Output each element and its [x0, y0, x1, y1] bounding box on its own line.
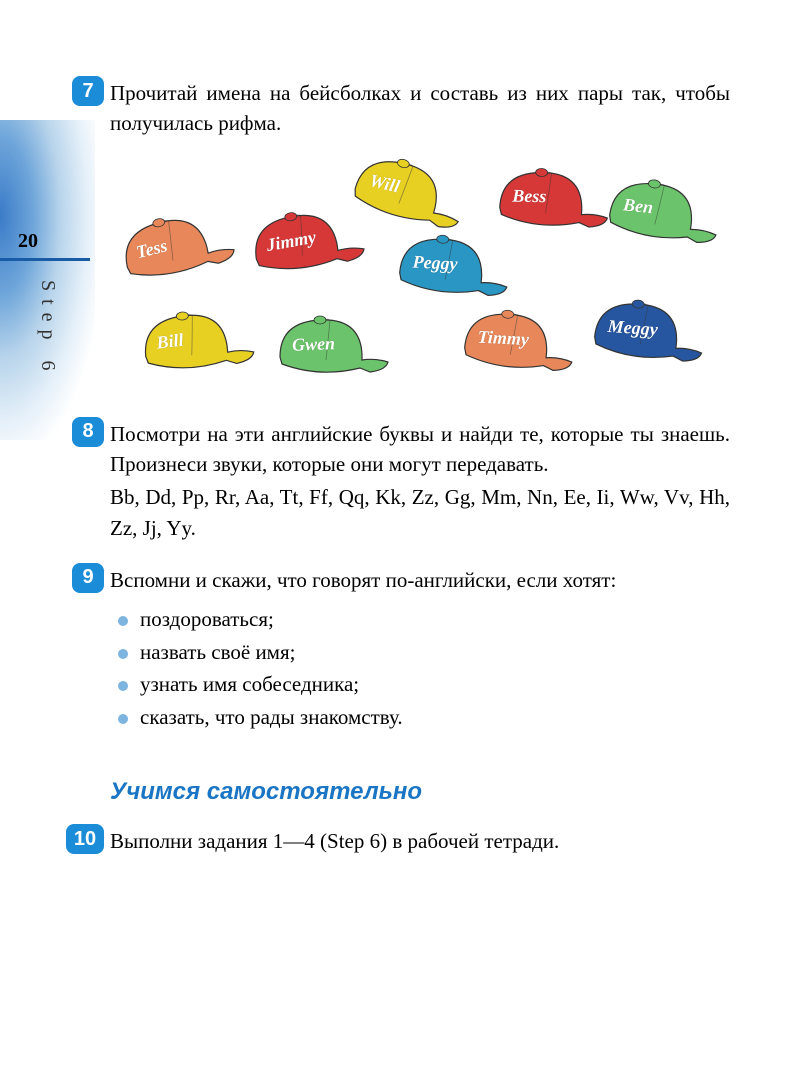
cap-label: Meggy — [607, 316, 658, 340]
bullet-dot-icon — [118, 616, 128, 626]
cap-bess: Bess — [488, 162, 612, 246]
page-number: 20 — [18, 230, 38, 253]
exercise-number-badge: 10 — [66, 824, 104, 854]
bullet-dot-icon — [118, 681, 128, 691]
exercise-7: 7 Прочитай имена на бейсболках и составь… — [110, 78, 730, 139]
cap-bill: Bill — [132, 302, 258, 390]
bullet-item: поздороваться; — [118, 603, 730, 636]
bullet-dot-icon — [118, 649, 128, 659]
cap-meggy: Meggy — [581, 291, 708, 381]
bullet-item: назвать своё имя; — [118, 636, 730, 669]
exercise-number-badge: 8 — [72, 417, 104, 447]
bullet-text: поздороваться; — [140, 603, 274, 636]
section-heading: Учимся самостоятельно — [110, 778, 730, 806]
cap-label: Gwen — [292, 333, 336, 355]
exercise-9: 9 Вспомни и скажи, что говорят по-англий… — [110, 565, 730, 734]
bullet-text: узнать имя собеседника; — [140, 668, 359, 701]
letters-list: Bb, Dd, Pp, Rr, Aa, Tt, Ff, Qq, Kk, Zz, … — [110, 482, 730, 545]
cap-label: Ben — [622, 194, 654, 218]
exercise-10: 10 Выполни задания 1—4 (Step 6) в рабоче… — [110, 826, 730, 856]
exercise-text: Выполни задания 1—4 (Step 6) в рабочей т… — [110, 826, 730, 856]
bullet-text: сказать, что рады знакомству. — [140, 701, 403, 734]
cap-ben: Ben — [595, 169, 725, 263]
step-label: Step 6 — [36, 280, 59, 379]
exercise-text: Прочитай имена на бейсболках и составь и… — [110, 78, 730, 139]
cap-label: Peggy — [412, 251, 458, 274]
bullet-item: узнать имя собеседника; — [118, 668, 730, 701]
cap-timmy: Timmy — [452, 302, 578, 390]
content-area: 7 Прочитай имена на бейсболках и составь… — [110, 78, 730, 875]
exercise-text: Вспомни и скажи, что говорят по-английск… — [110, 565, 730, 595]
exercise-8: 8 Посмотри на эти английские буквы и най… — [110, 419, 730, 545]
exercise-text: Посмотри на эти английские буквы и найди… — [110, 419, 730, 480]
bullet-list: поздороваться;назвать своё имя;узнать им… — [118, 603, 730, 733]
bullet-text: назвать своё имя; — [140, 636, 295, 669]
exercise-number-badge: 7 — [72, 76, 104, 106]
bullet-item: сказать, что рады знакомству. — [118, 701, 730, 734]
bullet-dot-icon — [118, 714, 128, 724]
exercise-number-badge: 9 — [72, 563, 104, 593]
caps-illustration: TessJimmyWillPeggyBessBenBillGwenTimmyMe… — [110, 157, 730, 397]
cap-gwen: Gwen — [270, 312, 390, 390]
cap-label: Bess — [512, 185, 546, 207]
cap-label: Timmy — [477, 326, 529, 350]
cap-label: Bill — [155, 329, 184, 353]
page-line — [0, 258, 90, 261]
cap-tess: Tess — [108, 200, 242, 301]
